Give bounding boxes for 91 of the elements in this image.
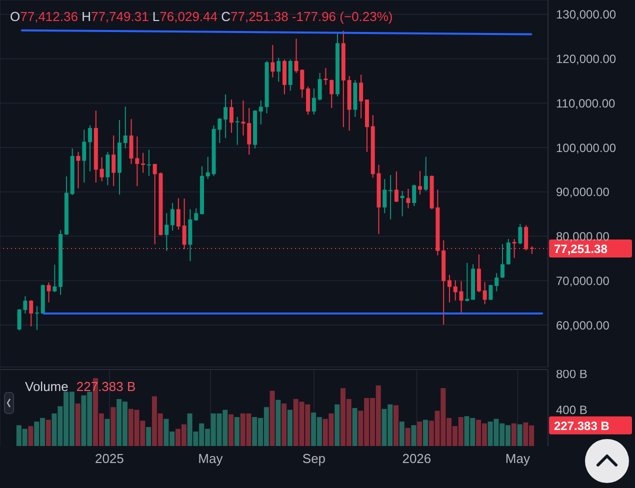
candlestick [394,170,398,203]
x-tick-label: May [505,451,530,466]
candlestick [224,94,228,139]
candlestick [382,178,387,214]
candlestick [494,272,499,292]
candlestick [29,300,34,327]
candlestick [488,284,493,301]
candlestick [76,151,80,189]
candlestick [146,149,151,176]
bar [75,403,80,446]
bar [405,428,410,446]
bar [517,424,522,446]
candlestick [476,254,481,293]
bar [282,403,287,446]
bar [394,405,399,446]
bar [146,427,152,446]
y-tick-label: 60,000.00 [556,318,610,332]
candlestick [46,282,51,303]
x-tick-label: Sep [302,451,326,466]
bar [110,407,116,446]
candlestick [465,262,470,302]
candlestick [235,116,240,146]
candlestick [359,74,364,119]
candlestick [52,264,57,293]
candlestick [506,238,510,266]
candlestick [312,88,316,116]
candlestick [447,274,452,303]
bar [334,404,340,446]
candlestick [88,124,92,172]
candlestick [34,305,39,330]
candlestick [318,72,322,101]
x-tick-label: 2025 [94,451,124,466]
candlestick [482,281,487,305]
candlestick [388,174,393,220]
bar [28,426,34,446]
candlestick [123,106,128,149]
ref-line-label: 77,251.38 [554,242,608,256]
bar [287,410,292,446]
candlestick [229,99,234,134]
text: Volume [25,379,68,394]
bar [422,420,428,446]
y-tick-label: 130,000.00 [556,8,616,22]
bar [352,408,358,446]
candlestick [164,212,169,252]
candlestick [288,59,292,92]
candlestick [518,223,522,245]
candlestick [306,86,310,116]
bar [270,390,275,446]
candlestick [82,129,86,184]
candlestick [418,170,422,196]
bar [276,400,281,446]
candlestick [282,59,286,95]
x-tick-label: May [198,451,224,466]
candlestick [276,57,281,82]
bar [417,422,422,446]
bar [511,423,516,446]
candlestick [270,44,275,78]
y-tick-label: 110,000.00 [556,96,616,110]
candlestick [412,184,416,207]
candlestick [100,156,104,182]
text: 227.383 B [554,418,610,433]
candlestick [459,280,464,314]
y-tick-label: 70,000.00 [556,274,610,288]
candlestick [247,107,252,156]
candlestick [170,202,175,232]
bar [46,420,51,446]
candlestick [330,79,334,108]
candlestick [106,151,110,186]
bar [399,422,404,446]
candlestick [176,198,180,230]
y-tick-label: 120,000.00 [556,52,616,66]
bar [234,417,240,446]
candlestick [141,152,146,174]
candlestick [112,135,116,187]
candlestick [206,156,210,180]
candlestick [406,188,410,209]
bar [228,414,234,446]
y-tick-label: 100,000.00 [556,140,616,155]
bar [104,418,110,446]
bar [411,425,416,446]
y-tick-label: 400 B [556,403,588,418]
candlestick [453,280,458,302]
candlestick [424,156,428,192]
y-tick-label: 90,000.00 [556,185,610,200]
candlestick [324,68,328,86]
candlestick [258,100,263,125]
annotation: 227.383 B [76,379,136,394]
x-tick-label: 2026 [402,451,432,466]
text: O77,412.36 H77,749.31 L76,029.44 C77,251.38 -177.96 (−0.23%) [10,9,393,24]
candlestick [500,244,504,278]
candlestick [194,208,198,222]
